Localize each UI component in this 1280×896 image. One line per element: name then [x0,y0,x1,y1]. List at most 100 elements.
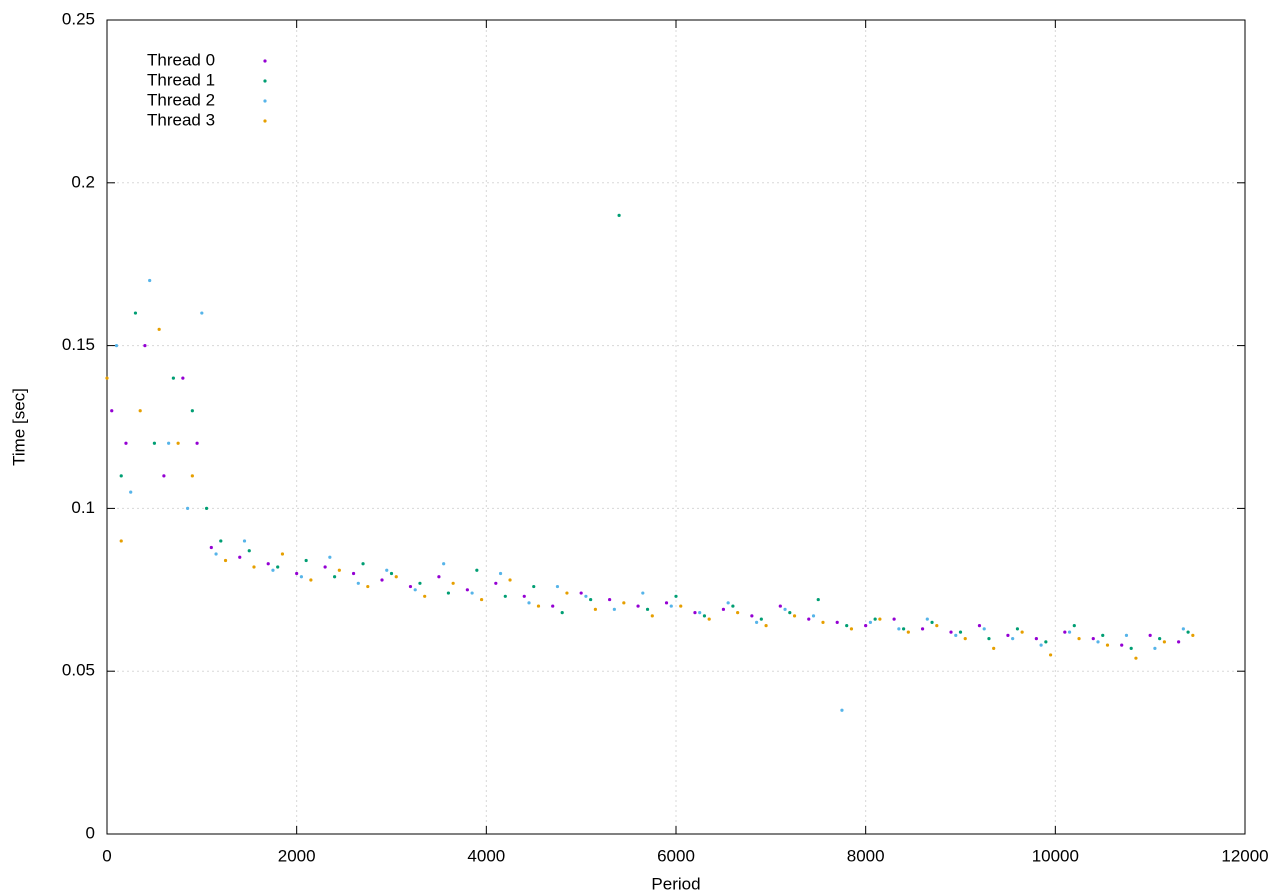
point [617,213,621,217]
y-tick-label: 0.2 [71,172,95,191]
point [119,474,123,478]
point [479,597,484,602]
point [1072,624,1076,628]
point [498,571,503,576]
x-tick-label: 12000 [1221,846,1268,865]
point [849,627,854,631]
point [1177,640,1181,644]
point [522,594,526,598]
point [223,558,228,563]
point [920,627,925,631]
point [1096,640,1100,644]
point [304,558,308,563]
point [925,617,929,621]
point [878,617,882,621]
point [494,581,498,585]
point [157,327,161,331]
point [143,344,147,348]
point [1153,646,1157,651]
point [892,617,896,621]
point [1120,643,1124,647]
point [361,562,365,566]
point [114,344,119,348]
point [167,441,171,445]
point [465,588,469,592]
point [323,565,327,569]
point [271,568,275,572]
point [612,607,616,611]
point [693,610,697,615]
point [1091,637,1095,641]
point [593,607,597,611]
point [152,441,157,445]
point [788,610,792,615]
point [1105,643,1110,647]
point [105,376,109,380]
point [759,617,763,621]
point [280,552,285,556]
x-tick-label: 8000 [847,846,885,865]
point [1048,653,1053,657]
point [664,601,669,605]
point [811,614,816,618]
legend-marker [263,119,267,123]
point [1191,633,1195,637]
point [333,575,337,579]
x-tick-label: 0 [102,846,111,865]
point [906,630,910,634]
point [608,597,612,602]
point [641,591,645,595]
point [451,581,455,585]
point [475,568,479,572]
point [702,614,707,618]
point [171,376,175,380]
point [200,311,204,315]
legend-marker [263,99,267,103]
point [242,539,247,543]
point [897,627,901,631]
point [845,624,849,628]
legend-label: Thread 0 [147,50,215,69]
point [214,552,218,556]
point [1129,646,1133,651]
point [821,620,825,624]
point [963,637,967,641]
point [977,624,982,628]
point [679,604,683,608]
point [1158,637,1162,641]
legend-marker [263,59,267,63]
y-tick-label: 0.1 [71,498,95,517]
point [195,441,199,445]
y-tick-label: 0 [86,823,95,842]
point [1063,630,1067,634]
x-tick-label: 6000 [657,846,695,865]
point [1162,640,1166,644]
point [148,278,152,283]
point [413,588,417,592]
point [560,610,564,615]
point [266,562,270,566]
point [527,601,531,605]
point [1039,643,1043,647]
y-tick-label: 0.25 [62,9,95,28]
point [868,620,873,624]
point [674,594,678,598]
point [252,565,256,569]
x-tick-label: 2000 [278,846,316,865]
point [219,539,223,543]
point [1077,637,1081,641]
point [337,568,341,572]
point [437,575,441,579]
point [423,594,427,598]
point [299,575,304,579]
point [1015,627,1020,631]
point [873,617,877,621]
point [532,584,536,589]
point [555,584,560,589]
plot-frame [106,19,1246,835]
point [124,441,128,445]
point [864,624,868,628]
point [181,376,185,380]
point [992,646,996,651]
